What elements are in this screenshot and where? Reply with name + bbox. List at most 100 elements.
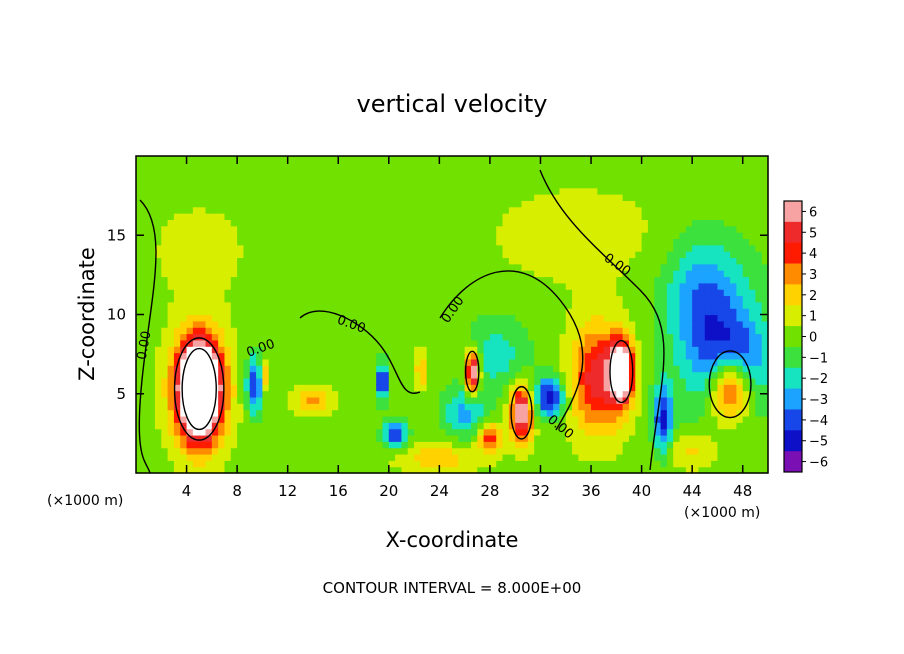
heatmap-cell bbox=[540, 339, 548, 347]
heatmap-cell bbox=[647, 295, 655, 303]
heatmap-cell bbox=[319, 276, 327, 284]
heatmap-cell bbox=[717, 238, 725, 246]
heatmap-cell bbox=[736, 308, 744, 316]
heatmap-cell bbox=[711, 206, 719, 214]
heatmap-cell bbox=[742, 346, 750, 354]
heatmap-cell bbox=[711, 289, 719, 297]
heatmap-cell bbox=[186, 232, 194, 240]
heatmap-cell bbox=[243, 320, 251, 328]
heatmap-cell bbox=[584, 213, 592, 220]
heatmap-cell bbox=[679, 333, 687, 341]
heatmap-cell bbox=[521, 346, 529, 354]
heatmap-cell bbox=[660, 308, 668, 316]
heatmap-cell bbox=[154, 441, 162, 449]
heatmap-cell bbox=[679, 384, 687, 392]
heatmap-cell bbox=[224, 200, 232, 208]
heatmap-cell bbox=[591, 200, 598, 208]
heatmap-cell bbox=[452, 263, 459, 271]
heatmap-cell bbox=[338, 257, 346, 265]
heatmap-cell bbox=[635, 403, 643, 411]
heatmap-cell bbox=[281, 168, 289, 176]
heatmap-cell bbox=[294, 225, 301, 233]
heatmap-cell bbox=[180, 308, 188, 316]
heatmap-cell bbox=[344, 333, 352, 341]
heatmap-cell bbox=[603, 289, 611, 297]
heatmap-cell bbox=[704, 257, 712, 265]
heatmap-cell bbox=[578, 162, 586, 170]
heatmap-cell bbox=[470, 187, 478, 195]
heatmap-cell bbox=[433, 257, 440, 265]
heatmap-cell bbox=[192, 422, 200, 430]
heatmap-cell bbox=[192, 244, 200, 252]
heatmap-cell bbox=[281, 396, 289, 404]
heatmap-cell bbox=[350, 289, 358, 297]
heatmap-cell bbox=[199, 390, 207, 398]
heatmap-cell bbox=[180, 263, 188, 271]
heatmap-cell bbox=[142, 327, 150, 335]
heatmap-cell bbox=[666, 409, 674, 417]
heatmap-cell bbox=[167, 219, 175, 227]
heatmap-cell bbox=[414, 225, 421, 233]
heatmap-cell bbox=[445, 162, 453, 170]
heatmap-cell bbox=[610, 460, 617, 468]
heatmap-cell bbox=[167, 396, 175, 404]
heatmap-cell bbox=[660, 466, 668, 474]
heatmap-cell bbox=[685, 168, 693, 176]
heatmap-cell bbox=[521, 441, 529, 449]
heatmap-cell bbox=[635, 175, 643, 182]
heatmap-cell bbox=[325, 181, 333, 189]
heatmap-cell bbox=[515, 289, 523, 297]
heatmap-cell bbox=[515, 390, 523, 398]
heatmap-cell bbox=[224, 213, 232, 220]
heatmap-cell bbox=[439, 213, 447, 220]
heatmap-cell bbox=[154, 232, 162, 240]
heatmap-cell bbox=[660, 428, 668, 436]
heatmap-cell bbox=[439, 441, 447, 449]
heatmap-cell bbox=[256, 358, 263, 366]
heatmap-cell bbox=[211, 156, 219, 163]
heatmap-cell bbox=[312, 225, 320, 233]
heatmap-cell bbox=[312, 282, 320, 290]
heatmap-cell bbox=[243, 365, 251, 373]
heatmap-cell bbox=[540, 168, 548, 176]
heatmap-cell bbox=[230, 434, 238, 442]
heatmap-cell bbox=[300, 244, 308, 252]
heatmap-cell bbox=[559, 238, 567, 246]
heatmap-cell bbox=[711, 257, 719, 265]
heatmap-cell bbox=[692, 428, 700, 436]
heatmap-cell bbox=[755, 225, 763, 233]
heatmap-cell bbox=[331, 301, 339, 309]
heatmap-cell bbox=[489, 187, 497, 195]
heatmap-cell bbox=[350, 460, 358, 468]
heatmap-cell bbox=[306, 441, 314, 449]
heatmap-cell bbox=[489, 301, 497, 309]
heatmap-cell bbox=[357, 200, 365, 208]
heatmap-cell bbox=[230, 238, 238, 246]
heatmap-cell bbox=[350, 441, 358, 449]
heatmap-cell bbox=[268, 213, 276, 220]
heatmap-cell bbox=[262, 447, 270, 455]
heatmap-cell bbox=[654, 156, 662, 163]
heatmap-cell bbox=[319, 390, 327, 398]
heatmap-cell bbox=[180, 447, 188, 455]
heatmap-cell bbox=[420, 168, 428, 176]
heatmap-cell bbox=[287, 434, 295, 442]
heatmap-cell bbox=[173, 365, 181, 373]
heatmap-cell bbox=[584, 327, 592, 335]
heatmap-cell bbox=[761, 308, 769, 316]
heatmap-cell bbox=[294, 301, 301, 309]
heatmap-cell bbox=[610, 415, 617, 423]
heatmap-cell bbox=[654, 206, 662, 214]
heatmap-cell bbox=[445, 441, 453, 449]
heatmap-cell bbox=[161, 466, 169, 474]
heatmap-cell bbox=[572, 460, 579, 468]
heatmap-cell bbox=[534, 447, 542, 455]
heatmap-cell bbox=[407, 295, 415, 303]
heatmap-cell bbox=[591, 270, 598, 278]
heatmap-cell bbox=[180, 289, 188, 297]
heatmap-cell bbox=[350, 301, 358, 309]
heatmap-cell bbox=[167, 327, 175, 335]
heatmap-cell bbox=[628, 333, 636, 341]
heatmap-cell bbox=[407, 289, 415, 297]
heatmap-cell bbox=[230, 257, 238, 265]
